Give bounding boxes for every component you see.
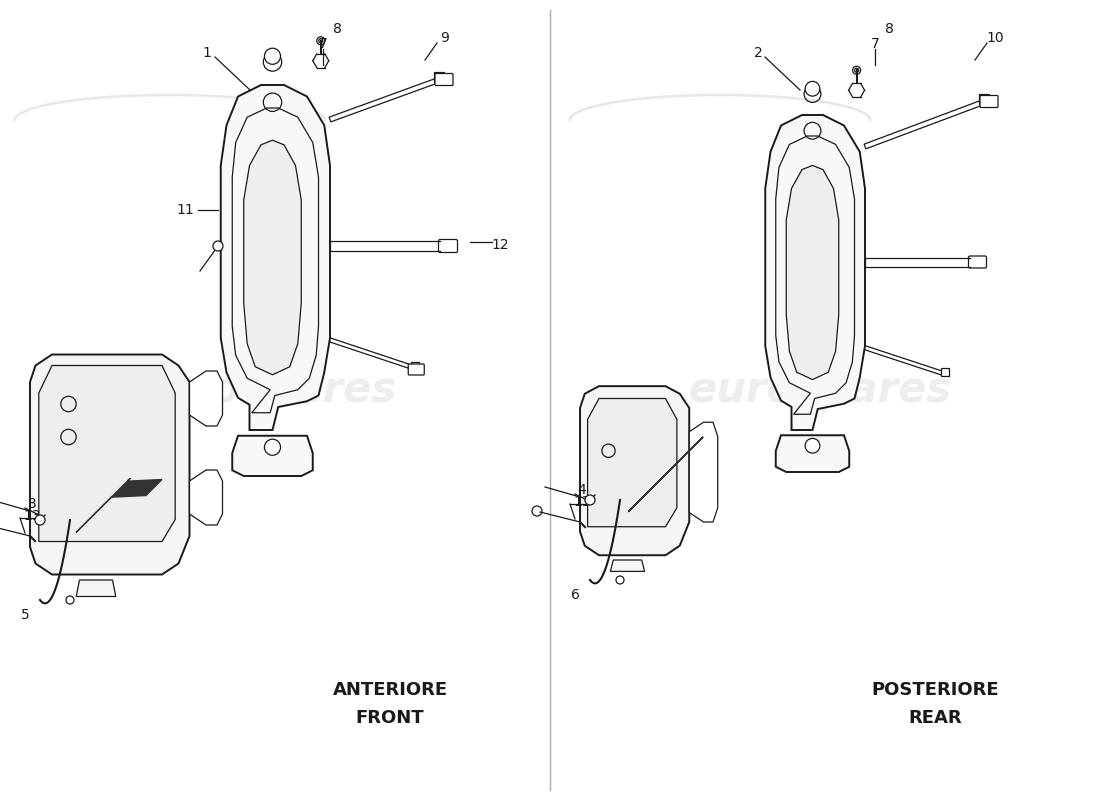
FancyBboxPatch shape <box>408 364 425 375</box>
Text: 10: 10 <box>987 31 1004 45</box>
Circle shape <box>213 241 223 251</box>
Circle shape <box>805 82 820 96</box>
Text: 2: 2 <box>754 46 762 60</box>
Polygon shape <box>189 371 222 426</box>
Polygon shape <box>628 437 703 512</box>
Text: 1: 1 <box>202 46 211 60</box>
Text: 8: 8 <box>332 22 341 36</box>
Polygon shape <box>232 108 319 413</box>
Polygon shape <box>610 560 645 571</box>
Polygon shape <box>329 77 441 122</box>
Polygon shape <box>189 470 222 525</box>
FancyBboxPatch shape <box>980 95 998 107</box>
Polygon shape <box>221 85 330 430</box>
Text: 12: 12 <box>492 238 509 252</box>
Text: 7: 7 <box>319 37 328 51</box>
Text: 7: 7 <box>870 37 879 51</box>
Text: 5: 5 <box>21 608 30 622</box>
Text: eurospares: eurospares <box>689 369 952 411</box>
Polygon shape <box>323 336 415 370</box>
Polygon shape <box>232 436 312 476</box>
Text: 3: 3 <box>28 497 36 511</box>
Text: eurospares: eurospares <box>133 369 397 411</box>
Polygon shape <box>776 136 855 414</box>
Text: REAR: REAR <box>909 709 961 727</box>
Polygon shape <box>776 435 849 472</box>
Polygon shape <box>30 354 189 574</box>
FancyBboxPatch shape <box>439 239 458 253</box>
FancyBboxPatch shape <box>979 94 989 104</box>
Polygon shape <box>76 580 116 597</box>
FancyBboxPatch shape <box>942 368 949 376</box>
Polygon shape <box>859 344 945 376</box>
Polygon shape <box>580 386 690 555</box>
Polygon shape <box>690 422 717 522</box>
Polygon shape <box>39 366 175 542</box>
Text: 8: 8 <box>884 22 893 36</box>
Text: 11: 11 <box>176 203 194 217</box>
Circle shape <box>616 576 624 584</box>
Text: POSTERIORE: POSTERIORE <box>871 681 999 699</box>
Text: FRONT: FRONT <box>355 709 425 727</box>
FancyBboxPatch shape <box>411 362 419 370</box>
Polygon shape <box>766 115 865 430</box>
FancyBboxPatch shape <box>434 72 444 82</box>
Polygon shape <box>76 478 162 533</box>
Text: 13: 13 <box>573 495 591 509</box>
Circle shape <box>66 596 74 604</box>
FancyBboxPatch shape <box>968 256 987 268</box>
FancyBboxPatch shape <box>434 74 453 86</box>
Circle shape <box>264 48 280 64</box>
Circle shape <box>805 438 820 453</box>
Polygon shape <box>244 140 301 374</box>
Circle shape <box>35 515 45 525</box>
Text: ANTERIORE: ANTERIORE <box>332 681 448 699</box>
Polygon shape <box>786 166 838 380</box>
Text: 4: 4 <box>578 483 586 497</box>
Circle shape <box>264 439 280 455</box>
Text: 13: 13 <box>23 509 41 523</box>
Polygon shape <box>865 99 986 149</box>
Text: 6: 6 <box>571 588 580 602</box>
Circle shape <box>585 495 595 505</box>
Text: 9: 9 <box>441 31 450 45</box>
Polygon shape <box>587 398 676 526</box>
